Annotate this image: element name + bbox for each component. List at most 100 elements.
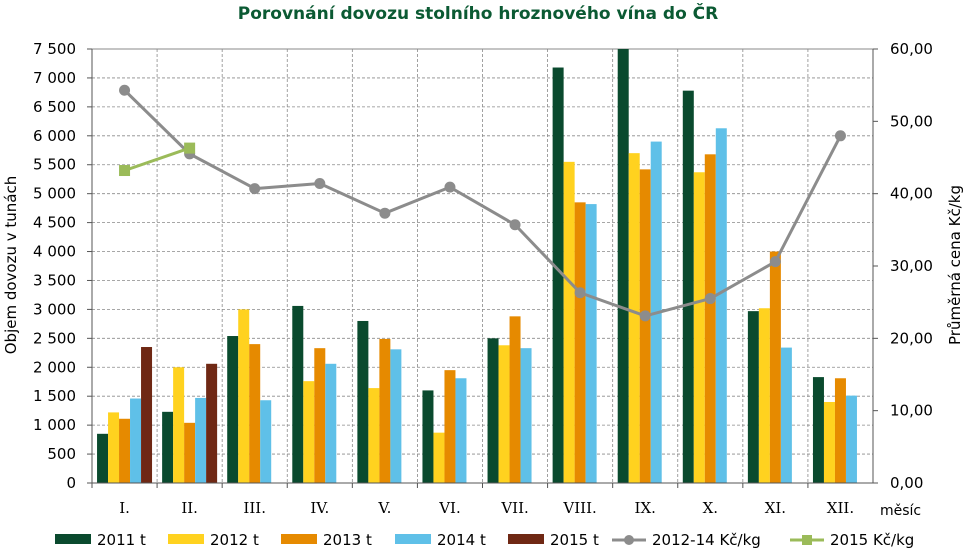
legend: 2011 t 2012 t 2013 t 2014 t 2015 t 2012-14 Kč…: [55, 531, 914, 549]
left-axis-ticks: 0 500 1 000 1 500 2 000 2 500 3 000 3 500 4 000 4…: [33, 40, 92, 492]
chart-title: Porovnání dovozu stolního hroznového vín…: [238, 2, 719, 24]
marker-0-11: [834, 130, 846, 142]
left-tick-label: 7 000: [33, 69, 76, 87]
left-tick-label: 7 500: [33, 40, 76, 58]
right-axis-label: Průměrná cena Kč/kg: [946, 185, 964, 345]
bar-2014-t-9: [715, 128, 727, 483]
left-tick-label: 4 000: [33, 243, 76, 261]
month-label: I.: [119, 499, 130, 517]
marker-0-5: [444, 181, 456, 193]
right-axis-ticks: 0,00 10,00 20,00 30,00 40,00 50,00 60,00: [873, 40, 933, 492]
marker-0-9: [704, 293, 716, 305]
left-tick-label: 0: [66, 474, 76, 492]
left-tick-label: 4 500: [33, 214, 76, 232]
month-label: VIII.: [562, 499, 596, 517]
bar-2011-t-6: [487, 338, 499, 483]
bar-2011-t-10: [747, 311, 759, 483]
month-label: V.: [377, 499, 391, 517]
bar-2014-t-6: [520, 348, 532, 483]
bar-2012-t-1: [173, 367, 185, 483]
bar-2011-t-5: [422, 390, 434, 483]
marker-0-8: [639, 310, 651, 322]
bar-2013-t-4: [379, 338, 391, 483]
left-tick-label: 2 000: [33, 358, 76, 376]
right-tick-label: 0,00: [890, 474, 923, 492]
price-lines: [119, 84, 846, 322]
marker-0-10: [769, 256, 781, 268]
bar-2013-t-11: [834, 378, 846, 483]
bar-2013-t-9: [704, 154, 716, 484]
month-label: II.: [181, 499, 198, 517]
legend-marker-0: [624, 535, 634, 545]
bar-2013-t-7: [574, 202, 586, 483]
bar-2012-t-2: [238, 309, 250, 483]
legend-line-label-1: 2015 Kč/kg: [830, 531, 914, 549]
marker-0-4: [379, 207, 391, 219]
bar-2014-t-3: [325, 363, 337, 483]
left-tick-label: 1 000: [33, 416, 76, 434]
bar-2014-t-4: [390, 349, 402, 483]
bar-2014-t-11: [845, 395, 857, 483]
line-1: [124, 146, 191, 172]
left-tick-label: 6 500: [33, 98, 76, 116]
bar-2013-t-2: [249, 344, 261, 483]
legend-swatch-4: [508, 534, 544, 544]
bar-2013-t-10: [769, 251, 781, 483]
bar-2014-t-7: [585, 204, 597, 483]
bar-2013-t-8: [639, 169, 651, 483]
bar-2011-t-4: [357, 320, 369, 483]
legend-label-4: 2015 t: [550, 531, 599, 549]
bar-2013-t-6: [509, 316, 521, 483]
bar-2014-t-2: [260, 400, 272, 483]
bar-2014-t-10: [780, 347, 792, 483]
bar-2013-t-3: [314, 348, 326, 483]
line-0: [123, 89, 842, 318]
bar-2012-t-3: [303, 381, 315, 483]
bar-2011-t-8: [617, 49, 629, 483]
left-axis-label: Objem dovozu v tunách: [2, 176, 20, 355]
bar-2015-t-0: [141, 347, 153, 483]
bar-2011-t-7: [552, 67, 564, 483]
month-tick-labels: I. II. III. IV. V. VI. VII. VIII. IX. X. XI. XII.: [91, 483, 854, 517]
bars: [97, 49, 857, 484]
left-tick-label: 500: [47, 445, 76, 463]
month-label: XI.: [765, 499, 786, 517]
left-tick-label: 3 500: [33, 271, 76, 289]
month-label: VI.: [438, 499, 461, 517]
left-tick-label: 2 500: [33, 329, 76, 347]
x-axis-label: měsíc: [880, 503, 921, 519]
bar-2013-t-0: [119, 418, 131, 483]
bar-2012-t-0: [108, 412, 120, 483]
bar-2012-t-6: [498, 345, 510, 483]
legend-marker-1: [802, 535, 812, 545]
bar-2014-t-1: [195, 397, 207, 483]
bar-2012-t-10: [758, 308, 770, 483]
marker-0-0: [119, 84, 131, 96]
month-label: IX.: [635, 499, 656, 517]
left-tick-label: 3 000: [33, 300, 76, 318]
bar-2011-t-9: [682, 90, 694, 483]
bar-2012-t-9: [693, 172, 705, 484]
legend-label-2: 2013 t: [323, 531, 372, 549]
month-label: XII.: [827, 499, 854, 517]
legend-line-label-0: 2012-14 Kč/kg: [652, 531, 761, 549]
legend-swatch-0: [55, 534, 91, 544]
right-tick-label: 30,00: [890, 257, 933, 275]
right-tick-label: 40,00: [890, 185, 933, 203]
bar-2013-t-5: [444, 370, 456, 483]
left-tick-label: 6 000: [33, 127, 76, 145]
marker-1-0: [119, 165, 131, 177]
bar-2012-t-4: [368, 388, 380, 483]
month-label: X.: [703, 499, 718, 517]
legend-label-0: 2011 t: [97, 531, 146, 549]
right-tick-label: 50,00: [890, 112, 933, 130]
bar-2014-t-0: [130, 398, 142, 483]
marker-0-6: [509, 219, 521, 231]
bar-2011-t-1: [162, 411, 174, 483]
legend-label-1: 2012 t: [210, 531, 259, 549]
month-label: III.: [243, 499, 266, 517]
left-tick-label: 5 500: [33, 156, 76, 174]
bar-2011-t-0: [97, 433, 109, 483]
bar-2012-t-11: [823, 401, 835, 483]
right-tick-label: 10,00: [890, 402, 933, 420]
